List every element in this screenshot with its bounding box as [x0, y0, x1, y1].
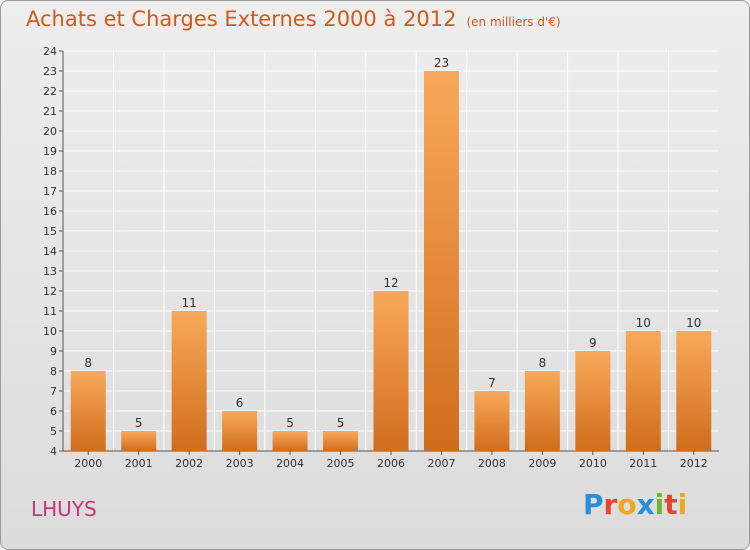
y-tick-label: 14 [43, 245, 57, 258]
bar [625, 331, 661, 451]
x-tick-label: 2004 [276, 457, 304, 470]
x-tick-label: 2003 [226, 457, 254, 470]
chart-unit-note: (en milliers d'€) [466, 15, 561, 29]
y-tick-label: 8 [50, 365, 57, 378]
data-label: 5 [337, 416, 345, 430]
y-tick-label: 4 [50, 445, 57, 458]
data-label: 8 [84, 356, 92, 370]
bar [323, 431, 359, 451]
x-tick-label: 2006 [377, 457, 405, 470]
bar [121, 431, 157, 451]
logo-letter: i [677, 488, 688, 521]
y-tick-label: 18 [43, 165, 57, 178]
data-label: 10 [636, 316, 651, 330]
bar [373, 291, 409, 451]
x-tick-label: 2001 [125, 457, 153, 470]
logo-letter: P [583, 488, 604, 521]
bar [474, 391, 510, 451]
y-tick-label: 13 [43, 265, 57, 278]
logo-letter: o [617, 488, 637, 521]
y-tick-label: 11 [43, 305, 57, 318]
bar [70, 371, 106, 451]
y-tick-label: 20 [43, 125, 57, 138]
y-tick-label: 17 [43, 185, 57, 198]
y-tick-label: 24 [43, 45, 57, 58]
place-name: LHUYS [31, 497, 97, 521]
y-tick-label: 21 [43, 105, 57, 118]
data-label: 5 [135, 416, 143, 430]
y-tick-label: 16 [43, 205, 57, 218]
x-tick-label: 2005 [327, 457, 355, 470]
y-tick-label: 12 [43, 285, 57, 298]
bar [676, 331, 712, 451]
y-tick-label: 5 [50, 425, 57, 438]
data-label: 8 [539, 356, 547, 370]
data-label: 7 [488, 376, 496, 390]
x-tick-label: 2011 [629, 457, 657, 470]
bar [222, 411, 258, 451]
y-tick-label: 22 [43, 85, 57, 98]
logo-letter: i [654, 488, 665, 521]
x-tick-label: 2008 [478, 457, 506, 470]
data-label: 23 [434, 56, 449, 70]
bars: 8 5 11 6 5 5 12 23 7 8 9 10 10 [70, 56, 712, 451]
data-label: 6 [236, 396, 244, 410]
x-tick-label: 2009 [528, 457, 556, 470]
bar [423, 71, 459, 451]
data-label: 11 [182, 296, 197, 310]
y-tick-label: 19 [43, 145, 57, 158]
y-tick-label: 23 [43, 65, 57, 78]
x-tick-label: 2012 [680, 457, 708, 470]
x-tick-label: 2002 [175, 457, 203, 470]
data-label: 10 [686, 316, 701, 330]
x-tick-label: 2010 [579, 457, 607, 470]
data-label: 5 [286, 416, 294, 430]
bar [575, 351, 611, 451]
bar [171, 311, 207, 451]
x-tick-label: 2000 [74, 457, 102, 470]
x-tick-label: 2007 [427, 457, 455, 470]
y-tick-label: 10 [43, 325, 57, 338]
y-tick-label: 15 [43, 225, 57, 238]
chart-title-text: Achats et Charges Externes 2000 à 2012 [26, 7, 457, 31]
logo-letter: t [664, 488, 678, 521]
y-tick-label: 9 [50, 345, 57, 358]
logo-letter: r [603, 488, 618, 521]
data-label: 12 [383, 276, 398, 290]
proxiti-logo[interactable]: Proxiti [583, 488, 687, 521]
bar [524, 371, 560, 451]
data-label: 9 [589, 336, 597, 350]
chart-title: Achats et Charges Externes 2000 à 2012 (e… [26, 7, 561, 31]
y-tick-label: 7 [50, 385, 57, 398]
logo-letter: x [636, 488, 655, 521]
bar [272, 431, 308, 451]
y-tick-label: 6 [50, 405, 57, 418]
